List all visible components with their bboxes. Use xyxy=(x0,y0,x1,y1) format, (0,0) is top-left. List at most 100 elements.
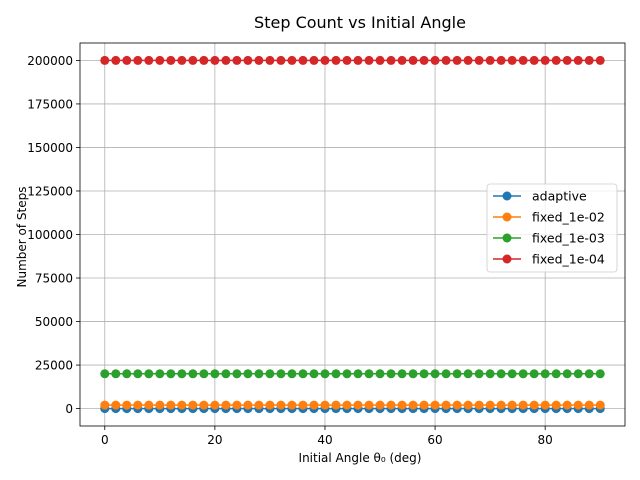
data-point xyxy=(463,55,473,65)
data-point xyxy=(419,369,429,379)
data-point xyxy=(166,400,176,410)
series-fixed_1e-02 xyxy=(100,400,605,410)
data-point xyxy=(144,55,154,65)
data-point xyxy=(133,400,143,410)
data-point xyxy=(177,55,187,65)
data-point xyxy=(210,55,220,65)
legend-item: adaptive xyxy=(493,189,587,204)
data-point xyxy=(287,55,297,65)
data-point xyxy=(529,369,539,379)
x-axis-label: Initial Angle θ₀ (deg) xyxy=(299,451,422,465)
data-point xyxy=(573,369,583,379)
data-point xyxy=(309,400,319,410)
data-point xyxy=(364,369,374,379)
x-tick-label: 80 xyxy=(538,433,553,447)
data-point xyxy=(199,55,209,65)
x-tick-label: 0 xyxy=(101,433,109,447)
series-fixed_1e-03 xyxy=(100,369,605,379)
legend-label: adaptive xyxy=(532,189,587,204)
legend-marker xyxy=(502,212,512,222)
data-point xyxy=(496,400,506,410)
data-point xyxy=(595,55,605,65)
data-point xyxy=(298,55,308,65)
data-point xyxy=(144,369,154,379)
chart-title: Step Count vs Initial Angle xyxy=(254,13,466,32)
data-point xyxy=(276,55,286,65)
data-point xyxy=(595,369,605,379)
y-tick-label: 125000 xyxy=(27,184,73,198)
data-point xyxy=(562,55,572,65)
data-point xyxy=(177,369,187,379)
data-point xyxy=(584,400,594,410)
data-point xyxy=(232,55,242,65)
data-point xyxy=(584,369,594,379)
data-point xyxy=(287,369,297,379)
y-tick-label: 200000 xyxy=(27,54,73,68)
data-point xyxy=(507,369,517,379)
data-point xyxy=(232,400,242,410)
data-point xyxy=(298,369,308,379)
data-point xyxy=(375,55,385,65)
data-point xyxy=(122,400,132,410)
data-point xyxy=(463,369,473,379)
data-point xyxy=(254,55,264,65)
data-point xyxy=(320,55,330,65)
legend-item: fixed_1e-03 xyxy=(493,231,605,246)
legend-marker xyxy=(502,191,512,201)
legend: adaptive fixed_1e-02 fixed_1e-03 fixed_1e-0… xyxy=(486,183,618,273)
data-point xyxy=(265,369,275,379)
data-point xyxy=(331,400,341,410)
data-point xyxy=(375,400,385,410)
data-point xyxy=(485,55,495,65)
data-point xyxy=(518,369,528,379)
y-tick-label: 75000 xyxy=(35,272,73,286)
series-fixed_1e-04 xyxy=(100,55,605,65)
data-point xyxy=(232,369,242,379)
data-point xyxy=(287,400,297,410)
data-point xyxy=(408,369,418,379)
legend-item: fixed_1e-02 xyxy=(493,210,605,225)
data-point xyxy=(111,55,121,65)
legend-box xyxy=(486,183,618,273)
data-point xyxy=(243,400,253,410)
data-point xyxy=(441,400,451,410)
data-point xyxy=(397,369,407,379)
data-point xyxy=(419,55,429,65)
data-point xyxy=(419,400,429,410)
data-point xyxy=(551,369,561,379)
data-point xyxy=(331,55,341,65)
data-point xyxy=(188,55,198,65)
data-point xyxy=(474,400,484,410)
data-point xyxy=(463,400,473,410)
data-point xyxy=(386,369,396,379)
data-point xyxy=(397,55,407,65)
data-point xyxy=(507,400,517,410)
legend-label: fixed_1e-04 xyxy=(532,252,605,267)
data-point xyxy=(199,400,209,410)
data-point xyxy=(111,369,121,379)
data-point xyxy=(474,369,484,379)
data-point xyxy=(265,55,275,65)
data-point xyxy=(276,369,286,379)
data-point xyxy=(496,55,506,65)
data-point xyxy=(430,55,440,65)
data-point xyxy=(276,400,286,410)
data-point xyxy=(177,400,187,410)
data-point xyxy=(221,369,231,379)
data-point xyxy=(540,369,550,379)
data-point xyxy=(331,369,341,379)
data-point xyxy=(353,369,363,379)
data-point xyxy=(408,400,418,410)
data-point xyxy=(595,400,605,410)
data-point xyxy=(320,369,330,379)
data-point xyxy=(100,55,110,65)
legend-item: fixed_1e-04 xyxy=(493,252,605,267)
data-point xyxy=(529,400,539,410)
data-point xyxy=(265,400,275,410)
data-point xyxy=(210,369,220,379)
data-point xyxy=(441,55,451,65)
data-point xyxy=(452,400,462,410)
data-point xyxy=(430,400,440,410)
data-point xyxy=(496,369,506,379)
data-point xyxy=(518,55,528,65)
